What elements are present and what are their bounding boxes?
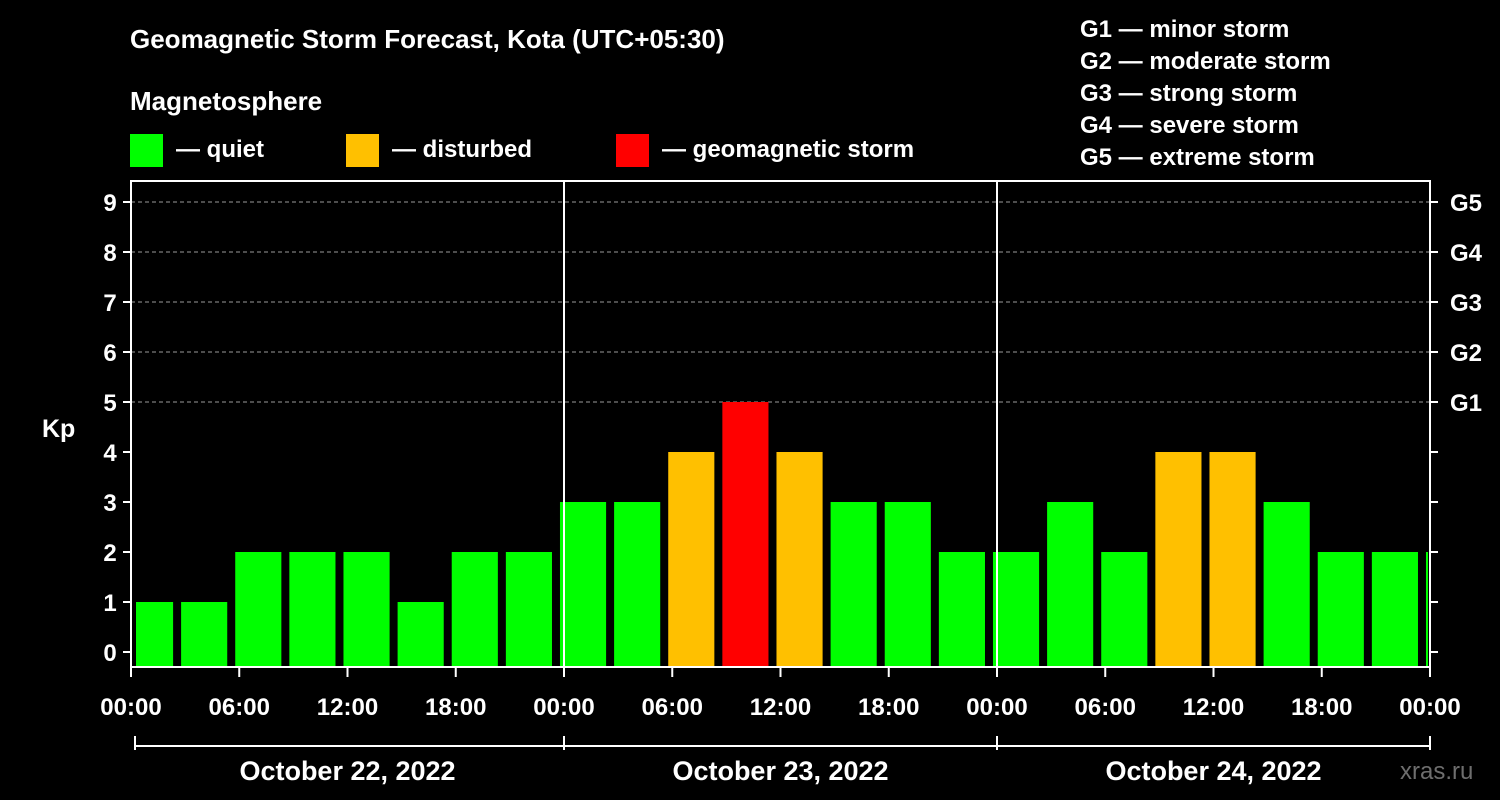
chart-title: Geomagnetic Storm Forecast, Kota (UTC+05… [130, 24, 725, 54]
x-tick-label-1: 06:00 [209, 694, 270, 721]
legend-swatch-disturbed [346, 134, 379, 167]
bar-4 [289, 552, 336, 667]
bar-12 [722, 402, 769, 667]
scale-g4: G4 — severe storm [1080, 112, 1299, 139]
y-tick-label-2: 2 [103, 540, 116, 567]
bar-1 [136, 602, 174, 667]
y-tick-label-0: 0 [103, 640, 116, 667]
bar-20 [1155, 452, 1202, 667]
g-level-label-g2: G2 [1450, 340, 1482, 367]
bar-23 [1317, 552, 1364, 667]
bar-11 [668, 452, 715, 667]
bar-22 [1263, 502, 1310, 667]
scale-g1: G1 — minor storm [1080, 16, 1289, 43]
bar-13 [776, 452, 823, 667]
date-label-1: October 22, 2022 [239, 756, 455, 786]
legend-label-disturbed: — disturbed [392, 136, 532, 163]
y-tick-label-3: 3 [103, 490, 116, 517]
y-tick-label-7: 7 [103, 290, 116, 317]
y-tick-label-5: 5 [103, 390, 116, 417]
legend-label-storm: — geomagnetic storm [662, 136, 914, 163]
date-label-2: October 23, 2022 [672, 756, 888, 786]
bar-21 [1209, 452, 1256, 667]
scale-g5: G5 — extreme storm [1080, 144, 1315, 171]
y-tick-label-1: 1 [103, 590, 116, 617]
x-tick-label-9: 06:00 [1075, 694, 1136, 721]
x-tick-label-3: 18:00 [425, 694, 486, 721]
watermark: xras.ru [1400, 758, 1473, 785]
y-axis-label: Kp [42, 415, 75, 443]
legend-heading: Magnetosphere [130, 86, 322, 116]
x-tick-label-12: 00:00 [1399, 694, 1460, 721]
g-level-label-g1: G1 [1450, 390, 1482, 417]
bar-14 [830, 502, 877, 667]
legend-swatch-quiet [130, 134, 163, 167]
bar-5 [343, 552, 390, 667]
x-tick-label-6: 12:00 [750, 694, 811, 721]
bar-9 [559, 502, 607, 667]
bar-15 [884, 502, 931, 667]
x-tick-label-0: 00:00 [100, 694, 161, 721]
scale-g3: G3 — strong storm [1080, 80, 1297, 107]
bar-18 [1047, 502, 1094, 667]
legend-swatch-storm [616, 134, 649, 167]
y-tick-label-9: 9 [103, 190, 116, 217]
bar-25 [1425, 552, 1428, 667]
x-tick-label-10: 12:00 [1183, 694, 1244, 721]
x-tick-label-8: 00:00 [966, 694, 1027, 721]
x-tick-label-2: 12:00 [317, 694, 378, 721]
x-tick-label-5: 06:00 [642, 694, 703, 721]
plot-area: 0 1 2 3 4 5 6 7 8 9 G1 G2 G3 G4 G5 00:00 06:00 12:00 18:00… [100, 180, 1483, 786]
bar-2 [181, 602, 228, 667]
bar-19 [1101, 552, 1148, 667]
g-level-label-g4: G4 [1450, 240, 1483, 267]
bar-17 [992, 552, 1040, 667]
bar-3 [235, 552, 282, 667]
bar-6 [397, 602, 444, 667]
bar-16 [938, 552, 985, 667]
g-level-label-g3: G3 [1450, 290, 1482, 317]
x-tick-label-11: 18:00 [1291, 694, 1352, 721]
legend-label-quiet: — quiet [176, 136, 264, 163]
y-tick-label-4: 4 [103, 440, 117, 467]
bar-8 [505, 552, 552, 667]
x-tick-label-4: 00:00 [533, 694, 594, 721]
y-tick-label-8: 8 [103, 240, 116, 267]
bar-10 [614, 502, 661, 667]
y-tick-label-6: 6 [103, 340, 116, 367]
bar-7 [451, 552, 498, 667]
scale-g2: G2 — moderate storm [1080, 48, 1331, 75]
date-label-3: October 24, 2022 [1105, 756, 1321, 786]
g-level-label-g5: G5 [1450, 190, 1482, 217]
x-tick-label-7: 18:00 [858, 694, 919, 721]
bar-24 [1371, 552, 1418, 667]
